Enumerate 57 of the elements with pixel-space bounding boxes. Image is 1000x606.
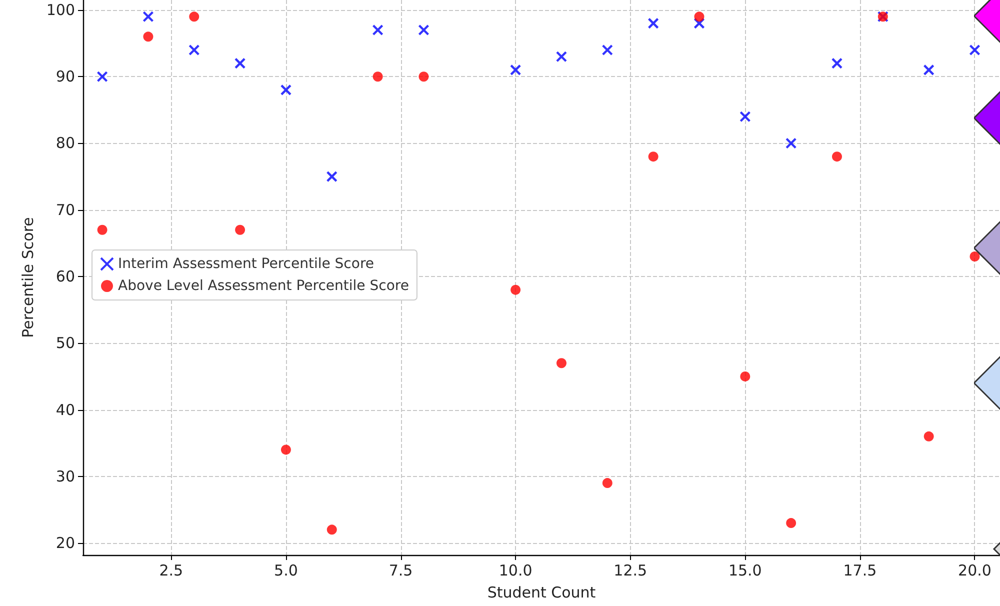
point xyxy=(188,44,200,56)
x-tick-label: 12.5 xyxy=(614,562,648,580)
point xyxy=(143,32,154,42)
point xyxy=(740,110,751,122)
point xyxy=(510,64,522,76)
y-tick-label: 50 xyxy=(56,334,75,352)
point xyxy=(96,71,108,82)
point xyxy=(785,138,797,149)
point xyxy=(418,72,429,82)
point xyxy=(280,444,291,455)
x-tick-label: 7.5 xyxy=(388,562,413,580)
point xyxy=(97,224,108,235)
point xyxy=(142,11,154,22)
point xyxy=(969,44,980,56)
point xyxy=(280,84,292,96)
point xyxy=(326,170,338,182)
point xyxy=(189,12,200,22)
point xyxy=(556,51,568,62)
y-tick-label: 100 xyxy=(46,0,75,19)
y-tick-label: 90 xyxy=(56,68,75,86)
point xyxy=(924,431,934,442)
x-tick-label: 17.5 xyxy=(843,562,877,580)
point xyxy=(510,284,521,295)
point xyxy=(648,18,659,29)
x-tick-label: 15.0 xyxy=(728,562,762,580)
y-tick-label: 20 xyxy=(56,534,75,552)
point xyxy=(235,224,246,235)
x-tick-label: 2.5 xyxy=(159,562,184,580)
y-tick-label: 40 xyxy=(56,400,75,419)
point xyxy=(602,478,612,488)
point xyxy=(372,72,383,82)
point xyxy=(602,44,613,56)
point xyxy=(923,64,934,76)
point xyxy=(740,371,750,382)
point xyxy=(372,24,384,36)
y-tick-label: 60 xyxy=(56,268,75,286)
x-axis-title: Student Count xyxy=(487,584,596,602)
legend-label: Above Level Assessment Percentile Score xyxy=(118,278,409,294)
point xyxy=(831,58,843,69)
point xyxy=(694,18,705,29)
point xyxy=(648,152,658,162)
y-tick-label: 30 xyxy=(56,467,75,486)
legend-label: Interim Assessment Percentile Score xyxy=(118,256,374,272)
point xyxy=(326,524,337,535)
x-tick-label: 10.0 xyxy=(498,562,532,580)
point xyxy=(234,58,246,69)
point xyxy=(970,252,980,262)
point xyxy=(786,518,796,528)
x-tick-label: 5.0 xyxy=(274,562,298,580)
y-axis-title: Percentile Score xyxy=(18,217,37,338)
point xyxy=(832,152,842,162)
point xyxy=(418,24,430,36)
y-tick-label: 70 xyxy=(56,200,75,219)
point xyxy=(556,358,566,368)
x-tick-label: 20.0 xyxy=(958,562,992,580)
y-tick-label: 80 xyxy=(56,134,75,152)
point xyxy=(694,12,704,22)
